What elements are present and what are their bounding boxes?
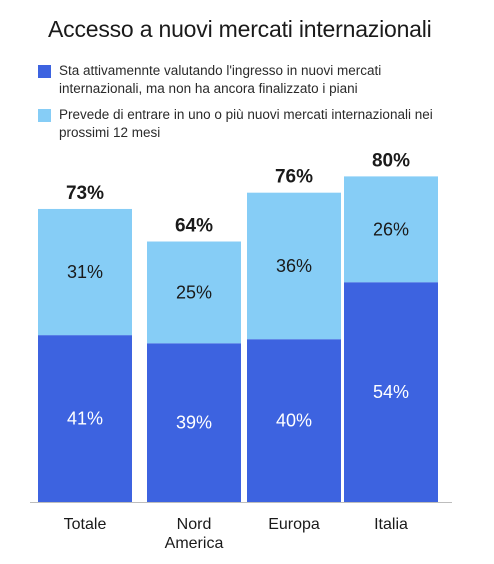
legend-label-plans-to-enter: Prevede di entrare in uno o più nuovi me… bbox=[59, 107, 433, 140]
bar-segment-italia-series-1 bbox=[344, 282, 438, 502]
data-label-totale-series-1: 41% bbox=[67, 409, 103, 429]
data-label-nord-america-series-1: 39% bbox=[176, 413, 212, 433]
category-label-nord-america-line-2: America bbox=[165, 535, 224, 552]
data-label-totale-series-2: 31% bbox=[67, 262, 103, 282]
total-label-italia: 80% bbox=[372, 150, 410, 171]
bar-segment-europa-series-2 bbox=[247, 192, 341, 340]
legend-item-actively-evaluating: Sta attivamennte valutando l'ingresso in… bbox=[38, 62, 468, 98]
data-label-italia-series-2: 26% bbox=[373, 219, 409, 239]
category-label-italia: Italia bbox=[374, 516, 408, 533]
category-label-nord-america-line-1: Nord bbox=[177, 516, 212, 533]
legend-label-actively-evaluating: Sta attivamennte valutando l'ingresso in… bbox=[59, 63, 382, 96]
legend-swatch-light bbox=[38, 109, 51, 122]
bar-segment-totale-series-2 bbox=[38, 208, 132, 336]
legend: Sta attivamennte valutando l'ingresso in… bbox=[38, 62, 468, 150]
bar-segment-italia-series-2 bbox=[344, 176, 438, 283]
bar-segment-europa-series-1 bbox=[247, 339, 341, 502]
legend-item-plans-to-enter: Prevede di entrare in uno o più nuovi me… bbox=[38, 106, 468, 142]
data-label-italia-series-1: 54% bbox=[373, 382, 409, 402]
total-label-nord-america: 64% bbox=[175, 216, 213, 237]
category-label-europa: Europa bbox=[268, 516, 320, 533]
total-label-totale: 73% bbox=[66, 183, 104, 204]
bar-segment-totale-series-1 bbox=[38, 335, 132, 502]
data-label-europa-series-1: 40% bbox=[276, 411, 312, 431]
category-label-totale: Totale bbox=[64, 516, 107, 533]
legend-swatch-dark bbox=[38, 65, 51, 78]
bar-segment-nord-america-series-1 bbox=[147, 343, 241, 502]
data-label-europa-series-2: 36% bbox=[276, 256, 312, 276]
total-label-europa: 76% bbox=[275, 167, 313, 188]
bar-segment-nord-america-series-2 bbox=[147, 241, 241, 344]
chart-title: Accesso a nuovi mercati internazionali bbox=[48, 16, 432, 42]
data-label-nord-america-series-2: 25% bbox=[176, 282, 212, 302]
